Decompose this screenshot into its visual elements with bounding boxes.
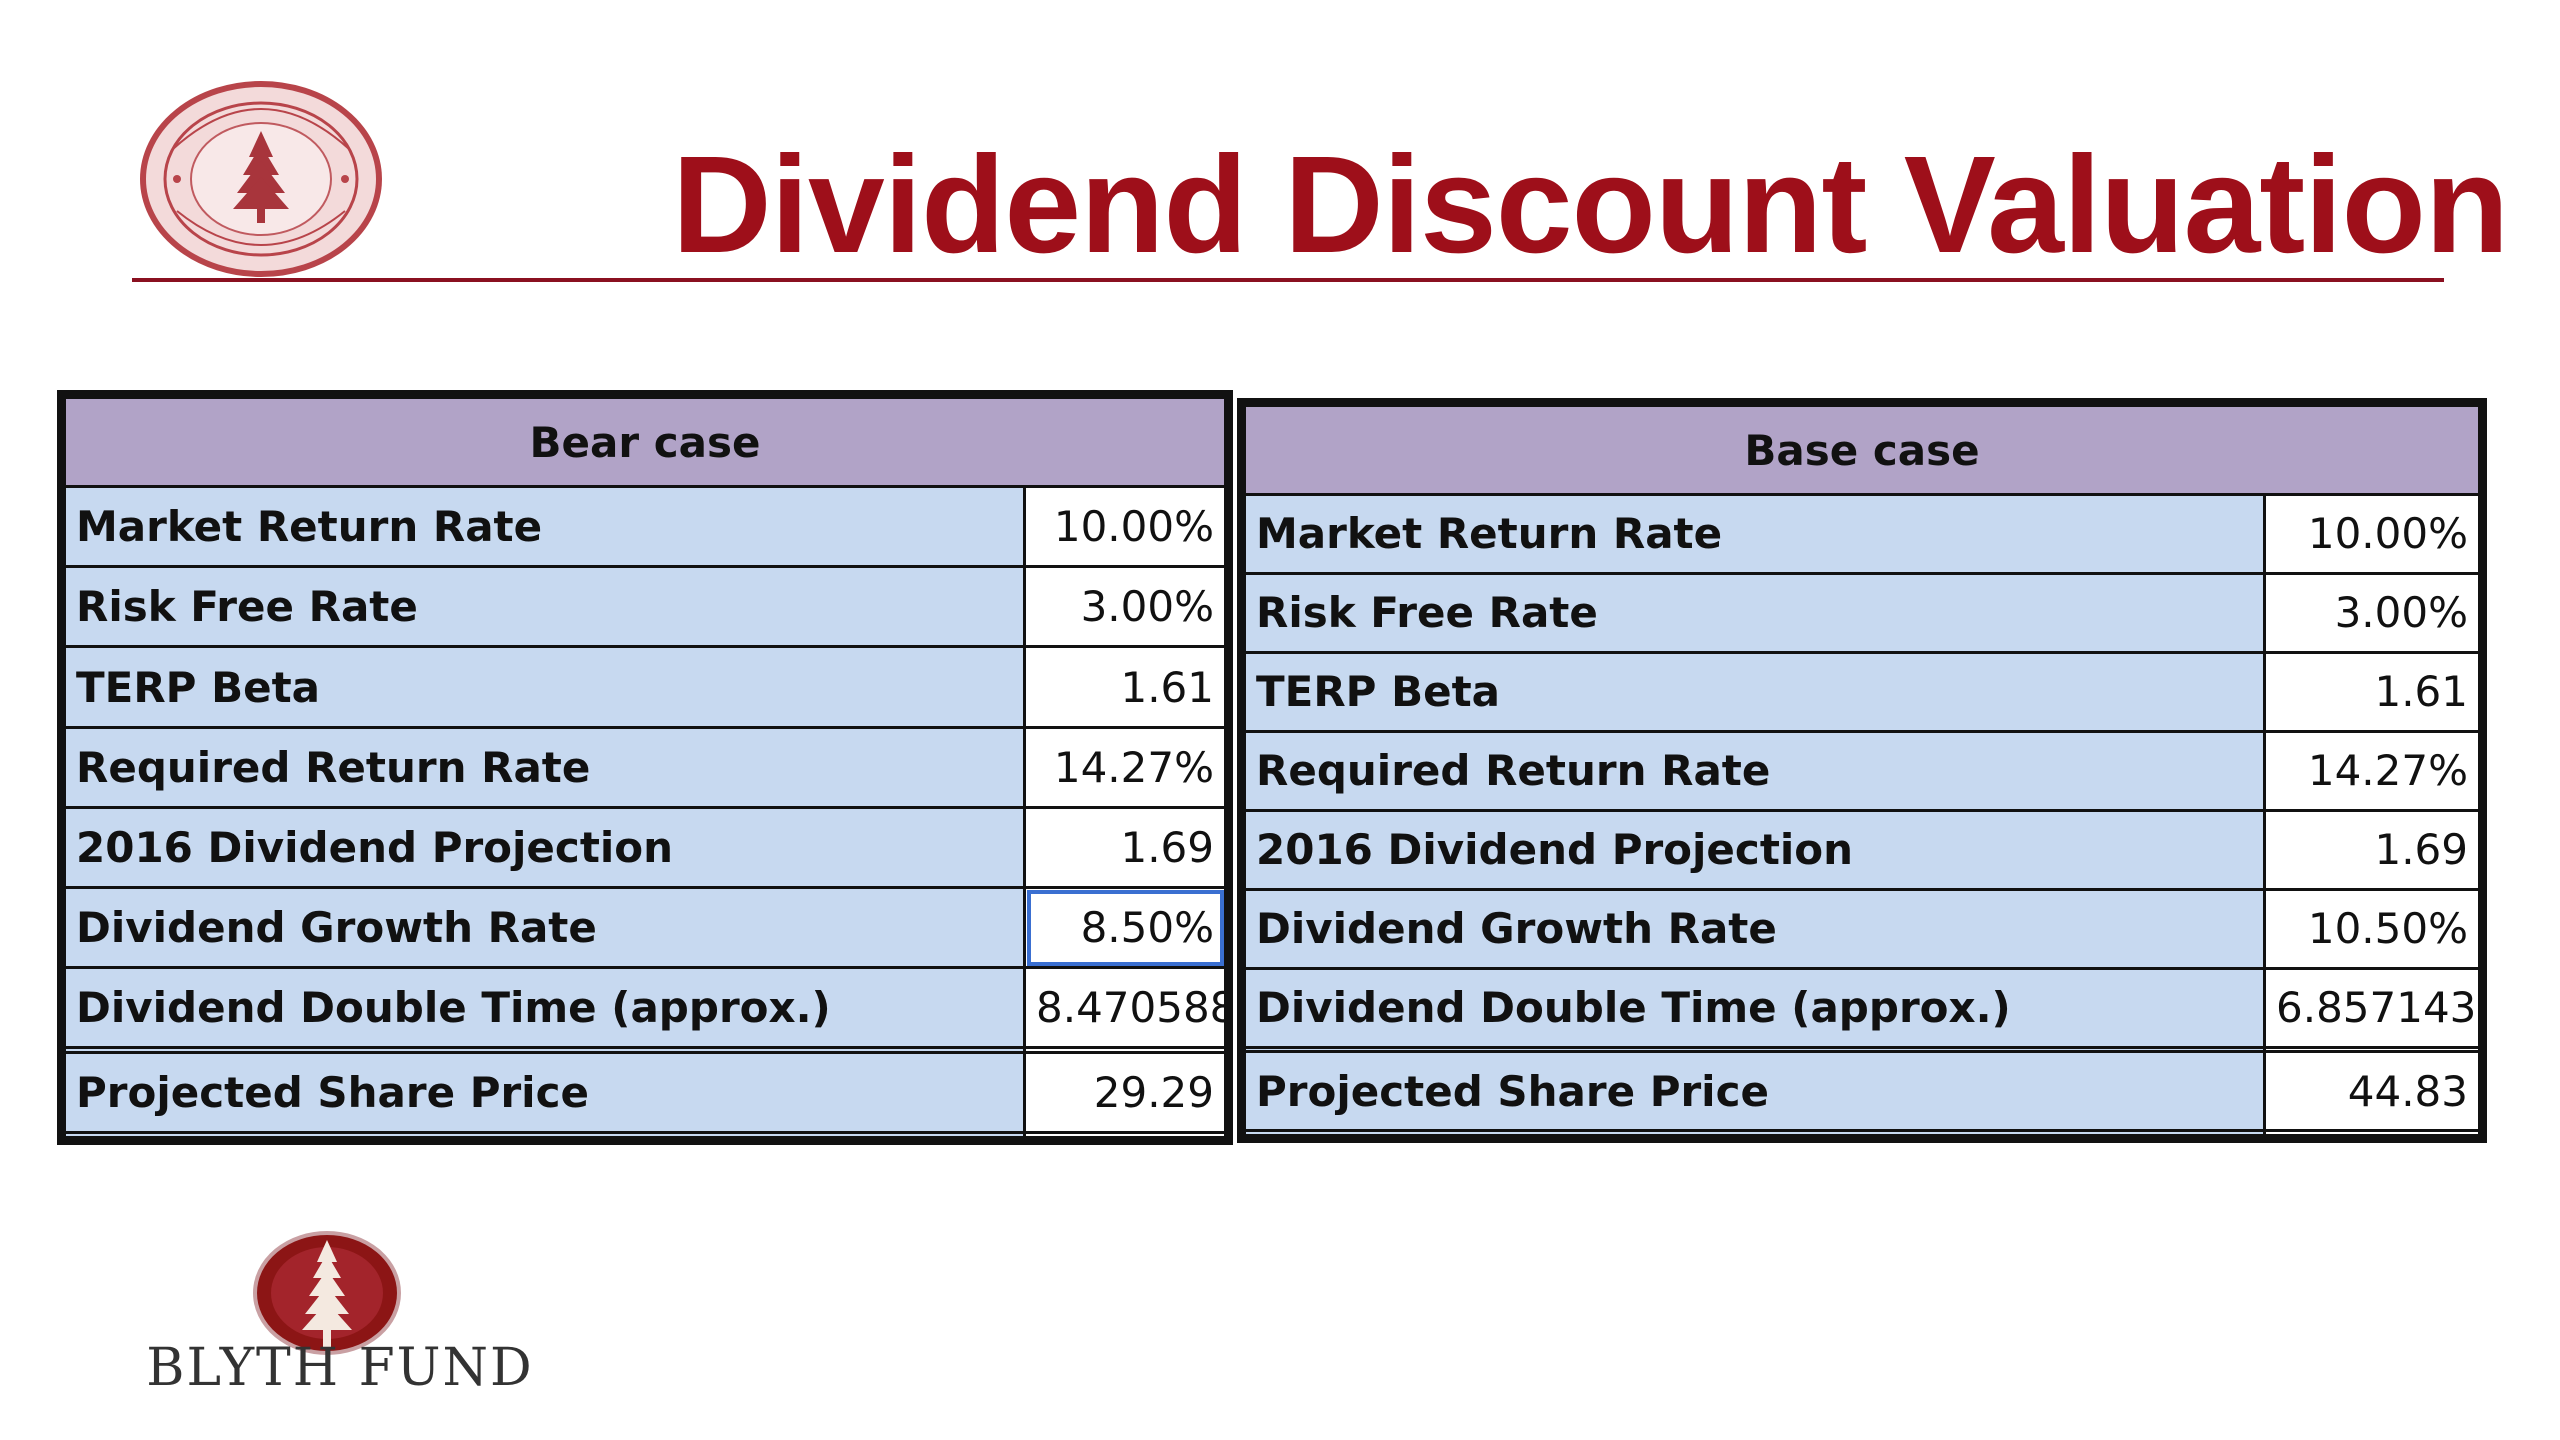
title-divider (132, 278, 2444, 282)
table-row-label: 2016 Dividend Projection (1243, 808, 2266, 891)
table-row-value[interactable]: 3.00% (2263, 571, 2481, 654)
table-row-value[interactable]: 14.27% (1023, 725, 1227, 809)
table-row-label: Dividend Double Time (approx.) (63, 966, 1026, 1050)
table-row-label: Market Return Rate (63, 484, 1026, 569)
table-row-label: Market Return Rate (1243, 493, 2266, 575)
table-row-label: 2016 Dividend Projection (63, 805, 1026, 890)
blyth-fund-logo: BLYTH FUND (130, 1230, 550, 1410)
table-row-label: Dividend Growth Rate (1243, 887, 2266, 970)
table-row-label: TERP Beta (1243, 650, 2266, 733)
table-row-label: Risk Free Rate (63, 565, 1026, 649)
table-row-label: Projected Share Price (63, 1051, 1026, 1135)
table-row-value[interactable]: 6.857143 (2263, 966, 2481, 1049)
blyth-fund-wordmark: BLYTH FUND (146, 1338, 534, 1398)
table-row-label (1243, 1046, 2266, 1054)
table-row-value[interactable]: 10.00% (1023, 484, 1227, 569)
table-row-label: Required Return Rate (63, 725, 1026, 809)
bear-case-header: Bear case (63, 396, 1227, 488)
table-row-value[interactable]: 14.27% (2263, 729, 2481, 812)
table-row-value[interactable]: 8.470588 (1023, 966, 1227, 1050)
bear-case-table: Bear case Market Return Rate 10.00% Risk … (57, 390, 1233, 1145)
table-row-value[interactable]: 1.69 (2263, 808, 2481, 891)
page-title: Dividend Discount Valuation (672, 128, 2509, 282)
table-row-label: Required Return Rate (1243, 729, 2266, 812)
table-row-label (63, 1046, 1026, 1054)
base-case-table: Base case Market Return Rate 10.00% Risk … (1237, 398, 2487, 1143)
redwood-tree-icon (253, 1231, 401, 1355)
base-case-header: Base case (1243, 404, 2481, 496)
table-row-value[interactable]: 10.50% (2263, 887, 2481, 970)
table-row-label: Risk Free Rate (1243, 571, 2266, 654)
table-row-value[interactable]: 44.83 (2263, 1050, 2481, 1133)
university-seal-logo (140, 81, 382, 277)
table-row-value[interactable]: 1.61 (2263, 650, 2481, 733)
table-row-label (63, 1131, 1026, 1139)
table-row-value[interactable]: 1.61 (1023, 645, 1227, 729)
table-row-label: TERP Beta (63, 645, 1026, 729)
table-row-value[interactable]: 29.29 (1023, 1051, 1227, 1135)
table-row-value[interactable]: 3.00% (1023, 565, 1227, 649)
table-row-value[interactable] (2263, 1129, 2481, 1137)
table-row-label: Dividend Growth Rate (63, 886, 1026, 970)
table-row-value[interactable]: 10.00% (2263, 493, 2481, 575)
table-row-label (1243, 1129, 2266, 1137)
table-row-label: Projected Share Price (1243, 1050, 2266, 1133)
selected-cell[interactable]: 8.50% (1023, 886, 1227, 970)
table-row-value[interactable] (2263, 1046, 2481, 1054)
table-row-value[interactable] (1023, 1131, 1227, 1139)
table-row-label: Dividend Double Time (approx.) (1243, 966, 2266, 1049)
table-row-value[interactable] (1023, 1046, 1227, 1054)
table-row-value[interactable]: 1.69 (1023, 805, 1227, 890)
